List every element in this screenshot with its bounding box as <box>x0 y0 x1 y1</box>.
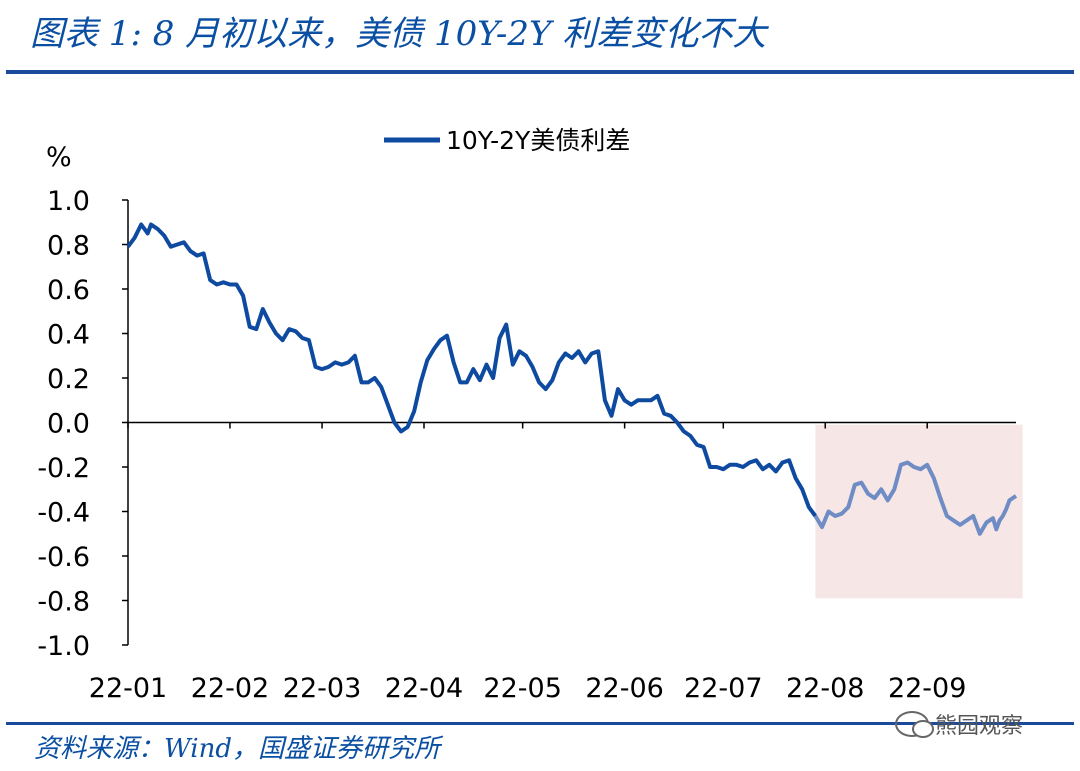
y-tick-label: -0.8 <box>37 587 90 618</box>
series-line <box>126 222 818 518</box>
watermark-text: 熊园观察 <box>935 714 1024 739</box>
x-tick-label: 22-09 <box>888 673 966 704</box>
chart-title: 图表 1: 8 月初以来，美债 10Y-2Y 利差变化不大 <box>30 14 767 54</box>
source-note: 资料来源：Wind，国盛证券研究所 <box>34 734 440 764</box>
highlight-region <box>815 424 1023 599</box>
y-tick-label: 0.6 <box>47 275 90 306</box>
x-tick-label: 22-04 <box>385 673 463 704</box>
wechat-icon <box>895 711 934 738</box>
y-tick-label: 1.0 <box>47 186 90 217</box>
x-tick-label: 22-07 <box>684 673 762 704</box>
watermark: 熊园观察 <box>895 708 1023 740</box>
series-line-highlighted <box>813 460 1018 536</box>
top-rule <box>6 70 1074 74</box>
x-tick-label: 22-08 <box>786 673 864 704</box>
x-tick-label: 22-05 <box>483 673 561 704</box>
y-tick-label: 0.8 <box>47 231 90 262</box>
y-tick-label: -0.2 <box>37 453 90 484</box>
y-tick-label: -1.0 <box>37 631 90 662</box>
x-tick-label: 22-06 <box>585 673 663 704</box>
chart-area: 1.0 0.8 0.6 0.4 0.2 0.0 -0.2 -0.4 -0.6 -0.8 -1.0 22… <box>37 126 1023 704</box>
y-tick-label: 0.2 <box>47 364 90 395</box>
y-tick-label: -0.4 <box>37 498 90 529</box>
legend-label: 10Y-2Y美债利差 <box>446 126 630 155</box>
x-tick-label: 22-03 <box>283 673 361 704</box>
y-axis-unit: % <box>46 142 72 173</box>
y-tick-label: 0.4 <box>47 320 90 351</box>
x-tick-label: 22-02 <box>191 673 269 704</box>
y-tick-label: 0.0 <box>47 409 90 440</box>
x-tick-label: 22-01 <box>89 673 167 704</box>
bottom-rule <box>6 722 1074 725</box>
y-tick-label: -0.6 <box>37 542 90 573</box>
